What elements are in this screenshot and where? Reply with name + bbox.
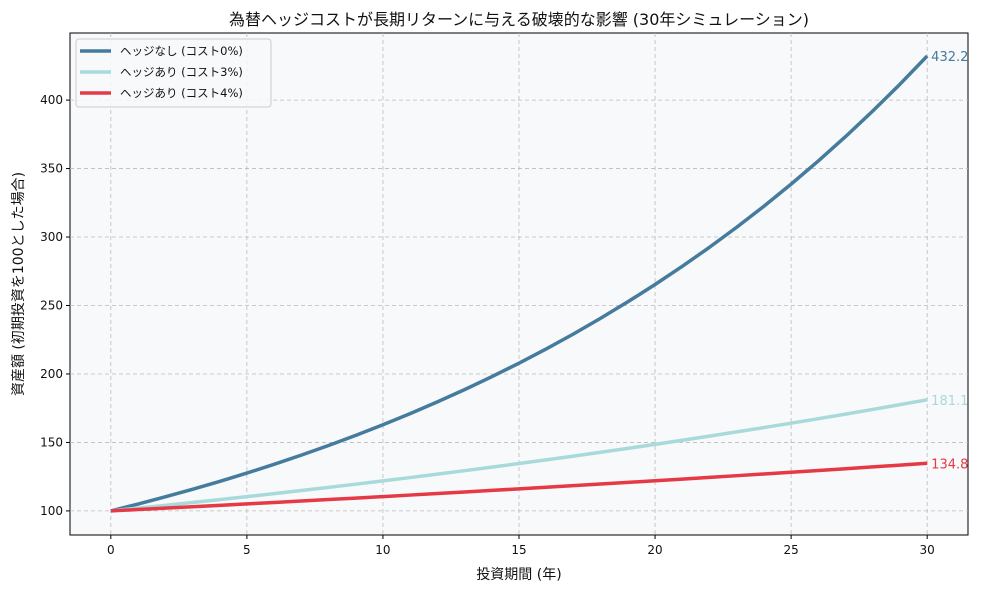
end-value-label: 181.1 [931, 394, 968, 409]
y-tick-label: 300 [40, 230, 63, 244]
end-value-label: 432.2 [931, 50, 968, 65]
y-axis-label: 資産額 (初期投資を100とした場合) [10, 172, 27, 396]
series-line-2 [110, 461, 928, 513]
x-axis-label: 投資期間 (年) [476, 567, 561, 583]
end-value-label: 134.8 [931, 457, 968, 472]
x-tick-label: 10 [375, 543, 390, 557]
x-tick-label: 20 [647, 543, 662, 557]
x-tick-label: 0 [107, 543, 115, 557]
series-line-0 [110, 54, 929, 513]
x-tick-label: 5 [243, 543, 251, 557]
legend-label: ヘッジあり (コスト3%) [120, 65, 243, 79]
chart-title: 為替ヘッジコストが長期リターンに与える破壊的な影響 (30年シミュレーション) [229, 10, 809, 29]
x-tick-label: 30 [920, 543, 935, 557]
y-tick-label: 150 [40, 435, 63, 449]
legend-box [75, 38, 272, 108]
plot-area [69, 32, 969, 536]
x-tick-label: 15 [511, 543, 526, 557]
x-tick-label: 25 [783, 543, 798, 557]
y-tick-label: 400 [40, 93, 63, 107]
legend-label: ヘッジなし (コスト0%) [120, 44, 243, 58]
y-tick-label: 350 [40, 162, 63, 176]
series-line-1 [110, 398, 928, 513]
y-tick-label: 250 [40, 298, 63, 312]
legend-label: ヘッジあり (コスト4%) [120, 86, 243, 100]
y-tick-label: 200 [40, 367, 63, 381]
y-tick-label: 100 [40, 504, 63, 518]
